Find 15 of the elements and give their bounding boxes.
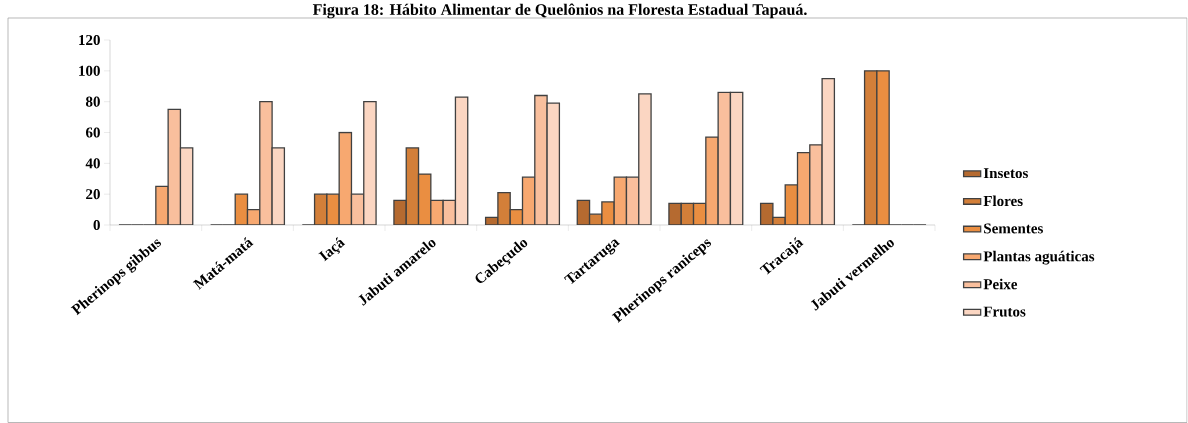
- y-tick-label: 100: [79, 65, 100, 76]
- y-tick-label: 120: [79, 34, 100, 46]
- y-tick-label: 20: [86, 189, 100, 200]
- y-tick-label: 40: [85, 158, 100, 169]
- y-tick-label: 0: [93, 219, 100, 231]
- x-tick-label: Iaçá: [318, 236, 346, 262]
- legend-label: Plantas aguáticas: [983, 250, 1095, 265]
- legend-label: Peixe: [983, 278, 1018, 290]
- legend-label: Flores: [983, 195, 1023, 207]
- legend-label: Sementes: [984, 223, 1043, 234]
- legend-label: Frutos: [983, 306, 1026, 317]
- chart-title: Figura 18: Hábito Alimentar de Quelônios na Floresta Estadual Tapauá.: [312, 3, 807, 19]
- y-tick-label: 80: [85, 96, 100, 107]
- legend-label: Insetos: [983, 168, 1028, 179]
- y-tick-label: 60: [85, 127, 100, 138]
